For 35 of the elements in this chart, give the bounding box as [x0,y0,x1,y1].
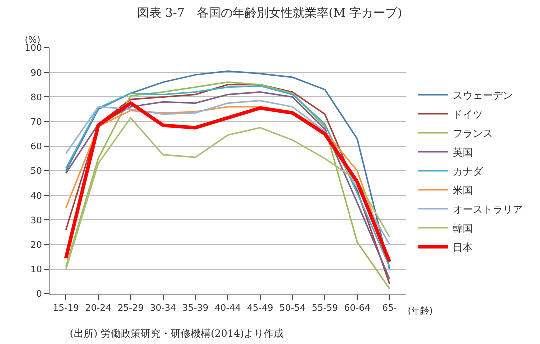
y-tick-label: 100 [25,44,42,54]
legend-label: 米国 [453,184,474,197]
legend-label: オーストラリア [453,204,524,216]
y-tick-label: 80 [30,93,42,104]
x-tick-label: 55-59 [312,304,338,314]
x-axis-title: (年齢) [408,306,434,317]
y-tick-label: 0 [36,290,42,300]
legend-label: 英国 [453,146,474,159]
y-tick-label: 40 [30,192,42,202]
legend-label: フランス [453,128,494,140]
chart-title: 図表 3-7 各国の年齢別女性就業率(M 字カーブ) [138,6,402,20]
y-axis-title: (%) [25,36,41,46]
legend-label: 日本 [453,242,474,254]
x-tick-label: 45-49 [247,304,274,314]
y-tick-label: 60 [30,142,42,153]
legend-label: 韓国 [453,222,474,235]
text: (出所) 労働政策研究・研修機構(2014)より作成 [70,328,284,340]
x-tick-label: 35-39 [182,304,209,314]
x-tick-label: 25-29 [118,304,144,314]
x-tick-label: 50-54 [280,304,306,314]
y-tick-label: 20 [30,240,42,251]
x-tick-label: 30-34 [150,304,177,314]
y-tick-label: 90 [30,68,42,79]
x-tick-label: 20-24 [85,304,112,314]
x-tick-label: 60-64 [344,304,371,314]
legend-label: カナダ [453,166,484,178]
x-tick-label: 40-44 [214,304,242,314]
y-tick-label: 30 [30,216,42,226]
legend-label: スウェーデン [453,90,514,102]
x-tick-label: 15-19 [53,304,80,314]
y-tick-label: 10 [30,266,42,276]
x-tick-label: 65- [382,304,398,314]
legend-label: ドイツ [453,110,484,121]
y-tick-label: 50 [30,167,42,178]
y-tick-label: 70 [30,118,42,128]
